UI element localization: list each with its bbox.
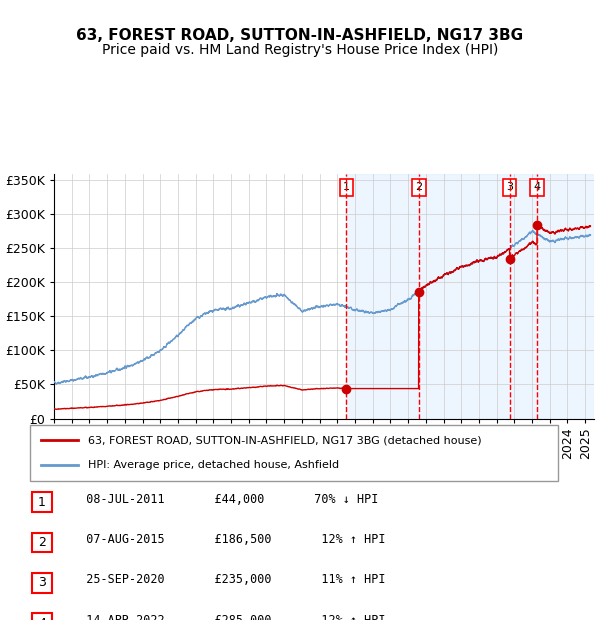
FancyBboxPatch shape [30,425,558,480]
Bar [346,174,594,418]
Text: 2: 2 [38,536,46,549]
FancyBboxPatch shape [32,492,52,512]
Text: 4: 4 [38,617,46,620]
Text: 63, FOREST ROAD, SUTTON-IN-ASHFIELD, NG17 3BG: 63, FOREST ROAD, SUTTON-IN-ASHFIELD, NG1… [76,28,524,43]
Text: 1: 1 [343,182,350,192]
FancyBboxPatch shape [32,533,52,552]
Text: 63, FOREST ROAD, SUTTON-IN-ASHFIELD, NG17 3BG (detached house): 63, FOREST ROAD, SUTTON-IN-ASHFIELD, NG1… [88,435,482,445]
Text: 14-APR-2022       £285,000       12% ↑ HPI: 14-APR-2022 £285,000 12% ↑ HPI [72,614,386,620]
Text: 25-SEP-2020       £235,000       11% ↑ HPI: 25-SEP-2020 £235,000 11% ↑ HPI [72,574,386,586]
FancyBboxPatch shape [32,613,52,620]
FancyBboxPatch shape [32,573,52,593]
Text: 1: 1 [38,496,46,508]
Text: HPI: Average price, detached house, Ashfield: HPI: Average price, detached house, Ashf… [88,460,339,470]
Text: 4: 4 [533,182,541,192]
Text: 3: 3 [506,182,513,192]
Text: 3: 3 [38,577,46,589]
Text: 07-AUG-2015       £186,500       12% ↑ HPI: 07-AUG-2015 £186,500 12% ↑ HPI [72,533,386,546]
Text: 08-JUL-2011       £44,000       70% ↓ HPI: 08-JUL-2011 £44,000 70% ↓ HPI [72,493,379,505]
Text: 2: 2 [415,182,422,192]
Text: Price paid vs. HM Land Registry's House Price Index (HPI): Price paid vs. HM Land Registry's House … [102,43,498,58]
